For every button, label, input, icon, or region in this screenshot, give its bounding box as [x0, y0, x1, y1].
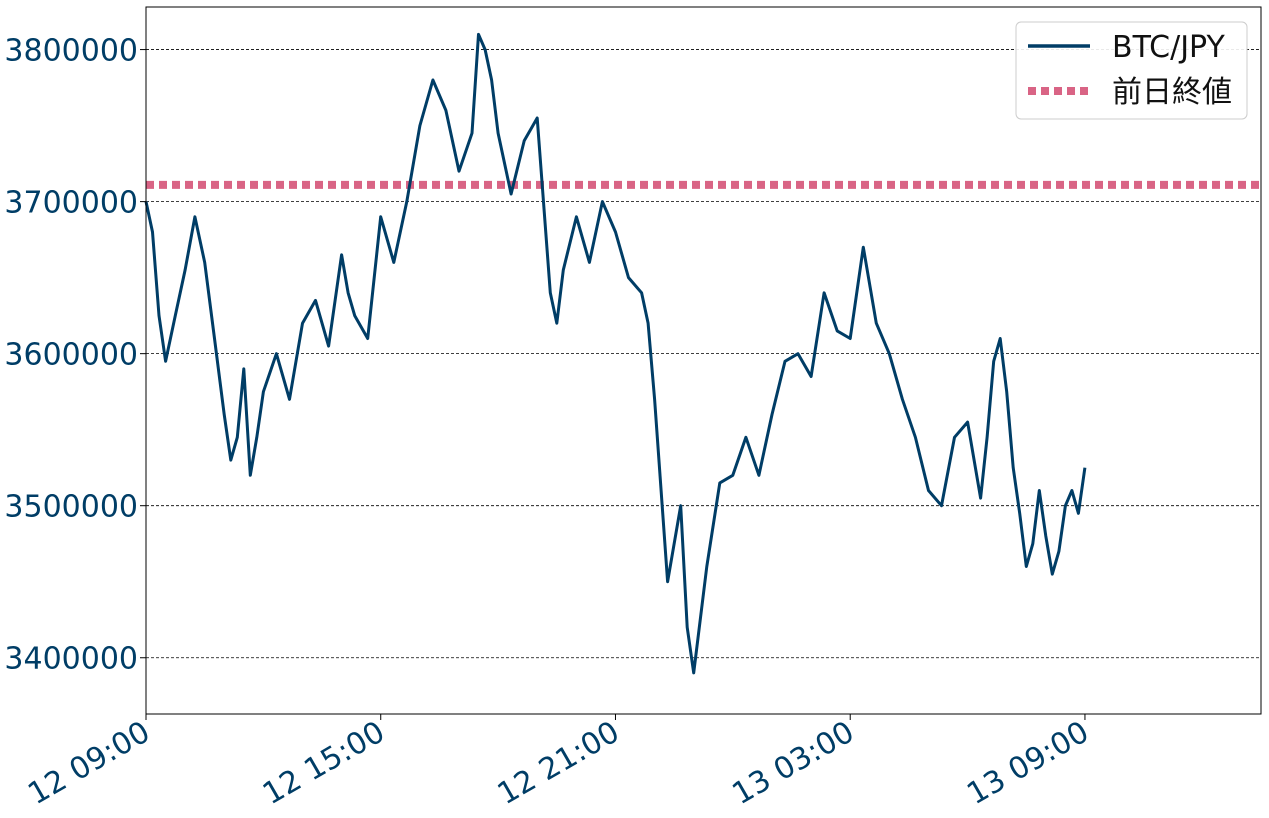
- x-tick-label: 13 03:00: [727, 715, 861, 812]
- x-tick-label: 12 21:00: [492, 715, 626, 812]
- y-tick-label: 3500000: [4, 490, 138, 525]
- grid-lines: [146, 49, 1261, 659]
- y-tick-label: 3700000: [4, 186, 138, 221]
- x-axis: 12 09:00 12 15:00 12 21:00 13 03:00 13 09:00: [22, 714, 1095, 812]
- legend-label-btc-jpy: BTC/JPY: [1112, 30, 1225, 65]
- plot-series: [144, 32, 1261, 675]
- x-tick-label: 12 15:00: [257, 715, 391, 812]
- x-tick-label: 13 09:00: [961, 715, 1095, 812]
- y-axis: 3400000 3500000 3600000 3700000 3800000: [4, 34, 146, 677]
- y-tick-label: 3600000: [4, 338, 138, 373]
- plot-frame: [145, 6, 1262, 715]
- y-tick-label: 3400000: [4, 642, 138, 677]
- series-line-btc-jpy: [144, 32, 1087, 675]
- legend-label-previous-close: 前日終値: [1112, 75, 1232, 110]
- y-tick-label: 3800000: [4, 34, 138, 69]
- x-tick-label: 12 09:00: [22, 715, 156, 812]
- legend: BTC/JPY 前日終値: [1015, 21, 1248, 120]
